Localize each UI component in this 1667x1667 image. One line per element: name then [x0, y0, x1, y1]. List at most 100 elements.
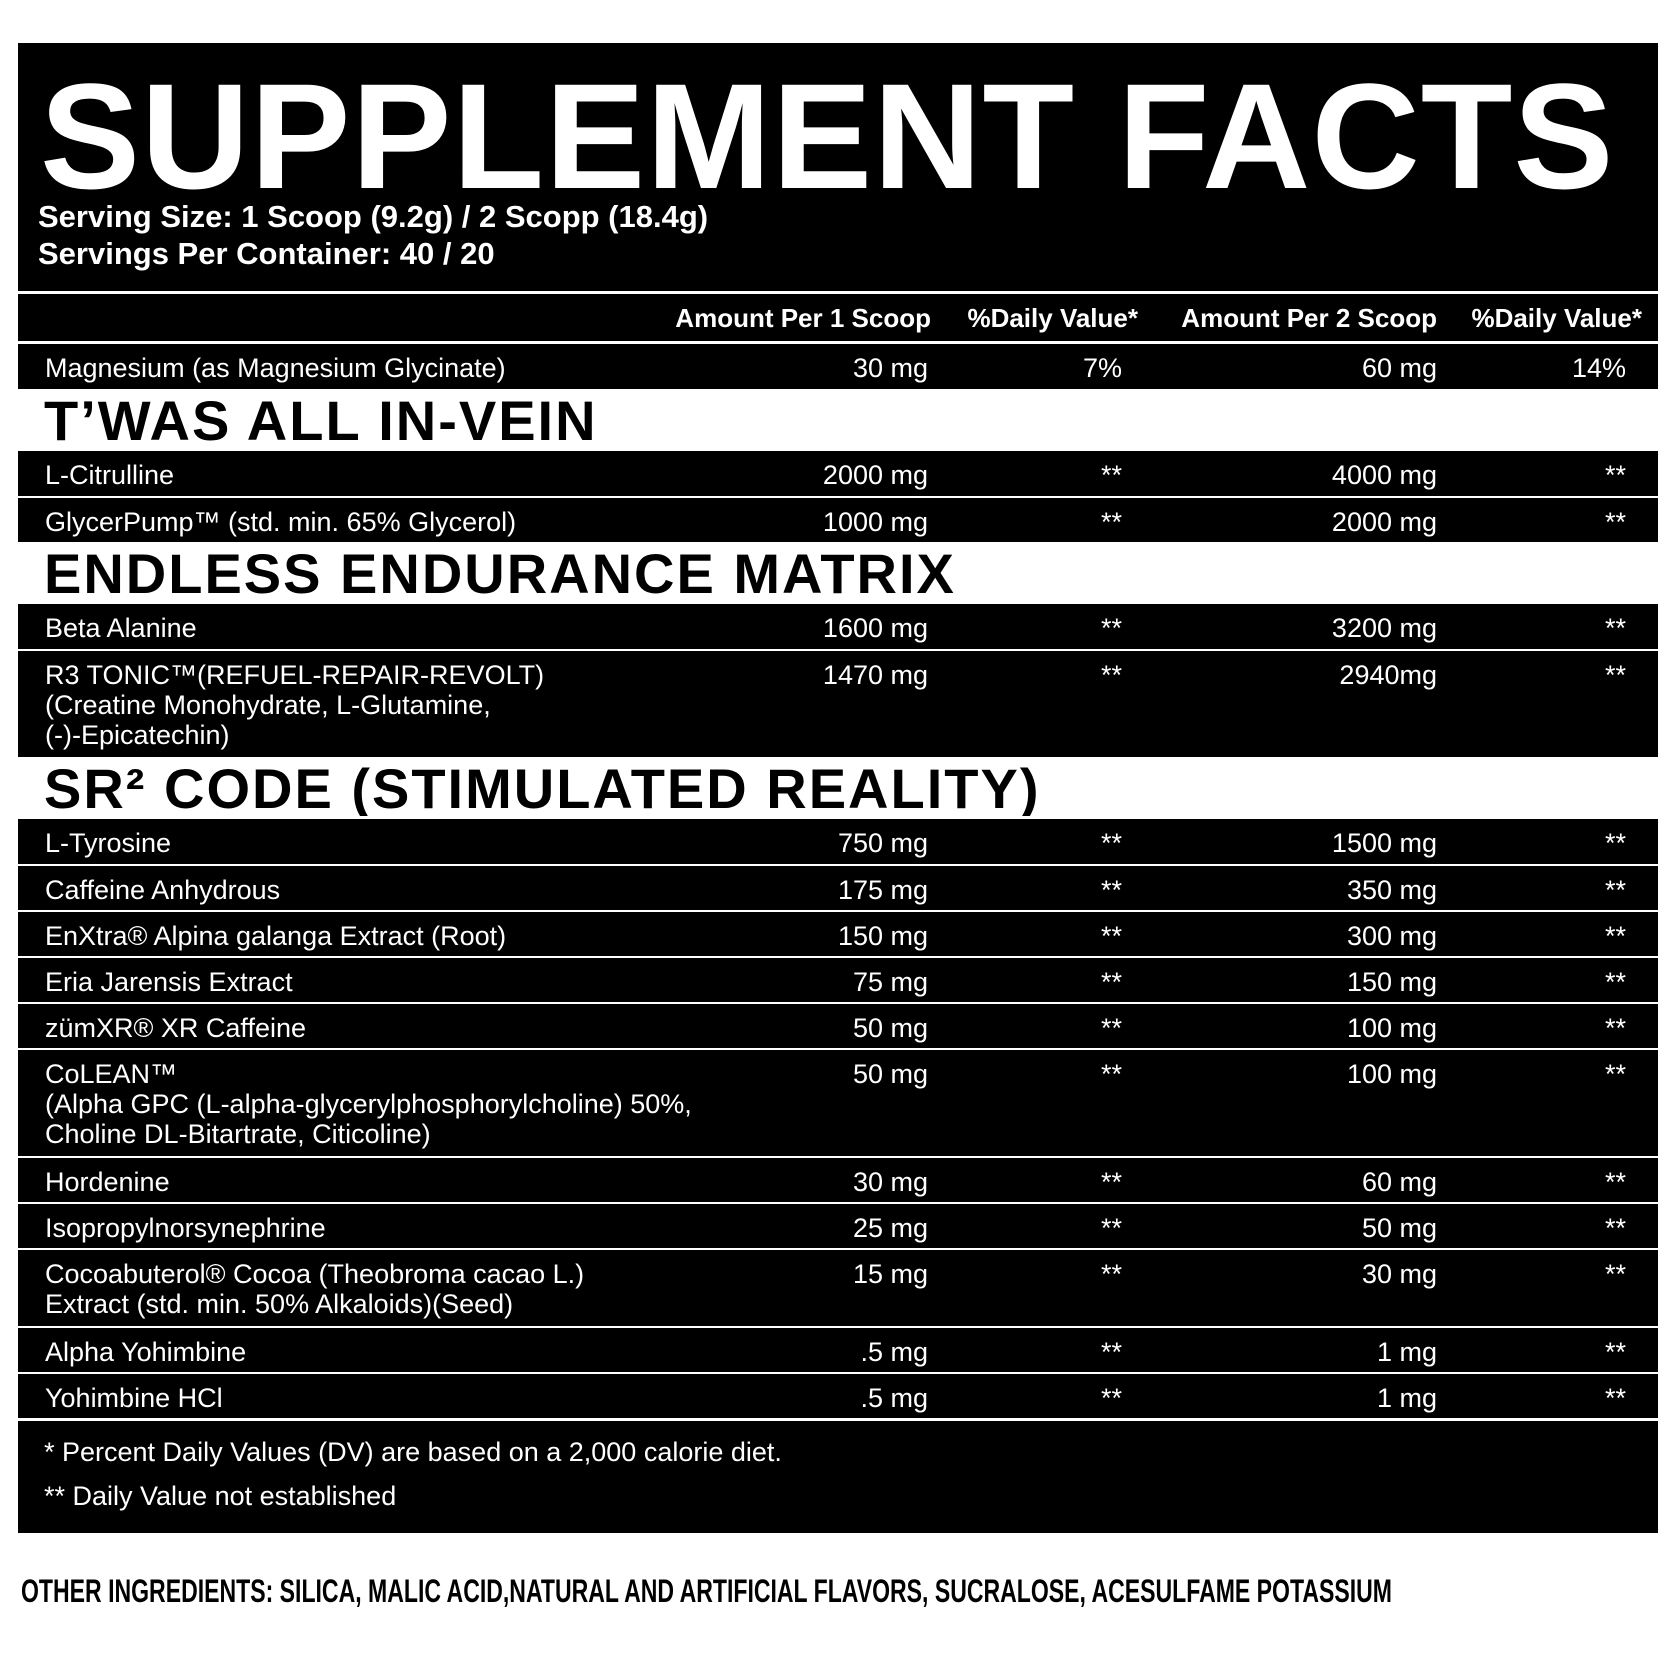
- amount-cell: **: [1604, 507, 1626, 537]
- ingredient-row: GlycerPump™ (std. min. 65% Glycerol) 1000…: [18, 496, 1658, 542]
- column-header-row: Amount Per 1 Scoop %Daily Value* Amount Pe…: [18, 291, 1658, 341]
- ingredient-row: EnXtra® Alpina galanga Extract (Root) 150…: [18, 910, 1658, 956]
- name-line: zümXR® XR Caffeine: [45, 1013, 306, 1043]
- title: SUPPLEMENT FACTS: [40, 52, 1615, 220]
- amount-cell: **: [1100, 1337, 1122, 1367]
- amount-cell: 30 mg: [1361, 1259, 1437, 1289]
- amount-cell: 1 mg: [1376, 1337, 1437, 1367]
- section-heading: T’WAS ALL IN-VEIN: [18, 389, 1658, 452]
- ingredient-row: zümXR® XR Caffeine 50 mg ** 100 mg **: [18, 1002, 1658, 1048]
- amount-cell: **: [1100, 660, 1122, 690]
- name-line: Yohimbine HCl: [45, 1383, 223, 1413]
- amount-cell: **: [1604, 460, 1626, 490]
- other-ingredients: OTHER INGREDIENTS: SILICA, MALIC ACID,NA…: [21, 1573, 1392, 1609]
- ingredient-row: L-Citrulline 2000 mg ** 4000 mg **: [18, 448, 1658, 496]
- ingredient-row: Alpha Yohimbine .5 mg ** 1 mg **: [18, 1326, 1658, 1372]
- name-line: Choline DL-Bitartrate, Citicoline): [45, 1119, 431, 1149]
- amount-cell: 60 mg: [1361, 1167, 1437, 1197]
- name-line: Cocoabuterol® Cocoa (Theobroma cacao L.): [45, 1259, 585, 1289]
- amount-cell: **: [1604, 1059, 1626, 1089]
- amount-cell: **: [1100, 828, 1122, 858]
- amount-cell: 1 mg: [1376, 1383, 1437, 1413]
- amount-cell: 1500 mg: [1331, 828, 1437, 858]
- amount-cell: **: [1100, 460, 1122, 490]
- amount-cell: 1470 mg: [822, 660, 928, 690]
- name-line: Isopropylnorsynephrine: [45, 1213, 326, 1243]
- amount-cell: **: [1604, 1383, 1626, 1413]
- amount-cell: 60 mg: [1361, 353, 1437, 383]
- column-header: Amount Per 1 Scoop: [675, 303, 931, 333]
- amount-cell: 2000 mg: [822, 460, 928, 490]
- amount-cell: **: [1604, 967, 1626, 997]
- amount-cell: 15 mg: [852, 1259, 928, 1289]
- amount-cell: 30 mg: [852, 1167, 928, 1197]
- ingredient-name: Alpha Yohimbine: [45, 1337, 246, 1367]
- amount-cell: **: [1100, 507, 1122, 537]
- ingredient-row: R3 TONIC™(REFUEL-REPAIR-REVOLT) (Creatine…: [18, 649, 1658, 757]
- amount-cell: .5 mg: [860, 1337, 928, 1367]
- amount-cell: 30 mg: [852, 353, 928, 383]
- ingredient-row: Caffeine Anhydrous 175 mg ** 350 mg **: [18, 864, 1658, 910]
- amount-cell: **: [1100, 967, 1122, 997]
- header: SUPPLEMENT FACTS Serving Size: 1 Scoop (…: [18, 43, 1658, 291]
- name-line: GlycerPump™ (std. min. 65% Glycerol): [45, 507, 517, 537]
- amount-cell: 7%: [1082, 353, 1122, 383]
- amount-cell: 175 mg: [837, 875, 928, 905]
- ingredient-row: Magnesium (as Magnesium Glycinate) 30 mg 7…: [18, 341, 1658, 389]
- name-line: (Alpha GPC (L-alpha-glycerylphosphorylch…: [45, 1089, 692, 1119]
- name-line: Eria Jarensis Extract: [45, 967, 293, 997]
- amount-cell: 2000 mg: [1331, 507, 1437, 537]
- amount-cell: **: [1604, 828, 1626, 858]
- amount-cell: 4000 mg: [1331, 460, 1437, 490]
- section-title: ENDLESS ENDURANCE MATRIX: [44, 542, 956, 605]
- amount-cell: 2940mg: [1339, 660, 1437, 690]
- amount-cell: **: [1604, 875, 1626, 905]
- section-title: T’WAS ALL IN-VEIN: [44, 389, 598, 452]
- name-line: (Creatine Monohydrate, L-Glutamine,: [45, 690, 491, 720]
- name-line: Caffeine Anhydrous: [45, 875, 281, 905]
- amount-cell: .5 mg: [860, 1383, 928, 1413]
- amount-cell: 350 mg: [1346, 875, 1437, 905]
- amount-cell: **: [1604, 1337, 1626, 1367]
- amount-cell: 750 mg: [837, 828, 928, 858]
- ingredient-name: Beta Alanine: [45, 613, 197, 643]
- amount-cell: 150 mg: [1346, 967, 1437, 997]
- amount-cell: **: [1100, 1213, 1122, 1243]
- footnotes: * Percent Daily Values (DV) are based on…: [18, 1418, 1658, 1533]
- column-header: %Daily Value*: [967, 303, 1138, 333]
- amount-cell: **: [1604, 1213, 1626, 1243]
- amount-cell: 14%: [1571, 353, 1626, 383]
- other-ingredients-block: OTHER INGREDIENTS: SILICA, MALIC ACID,NA…: [21, 1573, 1392, 1609]
- amount-cell: **: [1100, 613, 1122, 643]
- supplement-facts-panel: SUPPLEMENT FACTS Serving Size: 1 Scoop (…: [18, 43, 1658, 1533]
- amount-cell: 100 mg: [1346, 1013, 1437, 1043]
- ingredient-name: Cocoabuterol® Cocoa (Theobroma cacao L.)…: [45, 1259, 584, 1319]
- ingredient-name: Yohimbine HCl: [45, 1383, 223, 1413]
- amount-cell: **: [1604, 613, 1626, 643]
- ingredient-name: L-Tyrosine: [45, 828, 171, 858]
- amount-cell: 25 mg: [852, 1213, 928, 1243]
- amount-cell: 1000 mg: [822, 507, 928, 537]
- ingredient-name: R3 TONIC™(REFUEL-REPAIR-REVOLT) (Creatine…: [45, 660, 544, 750]
- amount-cell: **: [1100, 921, 1122, 951]
- name-line: R3 TONIC™(REFUEL-REPAIR-REVOLT): [45, 660, 545, 690]
- ingredient-name: zümXR® XR Caffeine: [45, 1013, 306, 1043]
- ingredient-row: Isopropylnorsynephrine 25 mg ** 50 mg **: [18, 1202, 1658, 1248]
- ingredient-row: Beta Alanine 1600 mg ** 3200 mg **: [18, 601, 1658, 649]
- name-line: L-Tyrosine: [45, 828, 172, 858]
- ingredient-name: Isopropylnorsynephrine: [45, 1213, 326, 1243]
- ingredient-row: Yohimbine HCl .5 mg ** 1 mg **: [18, 1372, 1658, 1418]
- name-line: EnXtra® Alpina galanga Extract (Root): [45, 921, 507, 951]
- section-heading: SR² CODE (STIMULATED REALITY): [18, 757, 1658, 819]
- ingredient-name: L-Citrulline: [45, 460, 174, 490]
- amount-cell: 50 mg: [1361, 1213, 1437, 1243]
- ingredient-name: Magnesium (as Magnesium Glycinate): [45, 353, 506, 383]
- column-header: Amount Per 2 Scoop: [1181, 303, 1437, 333]
- name-line: Magnesium (as Magnesium Glycinate): [45, 353, 506, 383]
- ingredient-row: Cocoabuterol® Cocoa (Theobroma cacao L.)…: [18, 1248, 1658, 1326]
- amount-cell: 3200 mg: [1331, 613, 1437, 643]
- amount-cell: **: [1100, 1059, 1122, 1089]
- ingredient-row: Hordenine 30 mg ** 60 mg **: [18, 1156, 1658, 1202]
- amount-cell: **: [1100, 1259, 1122, 1289]
